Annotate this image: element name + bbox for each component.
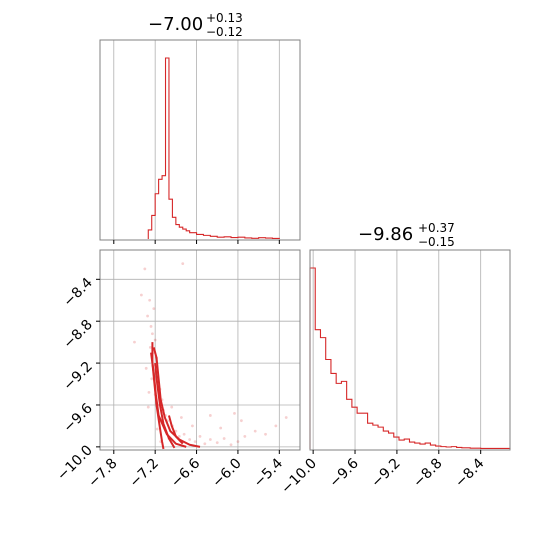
joint-point [133,340,136,344]
joint-point [150,377,154,381]
joint-point [139,293,143,297]
joint-point [179,416,183,419]
joint-point [148,345,152,349]
joint-point [146,314,149,318]
joint-contour-line [167,415,184,445]
joint-point [188,438,192,441]
joint-point [208,414,212,417]
joint-point [208,438,212,441]
hist-2-title-median: −9.86 [358,224,413,245]
hist-1-x-ticks [113,240,280,244]
joint-point [193,440,197,444]
joint-point [148,298,152,302]
joint-point [152,307,156,311]
joint-contour-line [152,347,201,448]
joint-point [264,432,267,436]
joint-point [177,434,181,438]
joint-point [233,411,236,415]
joint-point [153,338,157,342]
hist-2-step-line [309,267,511,449]
joint-point [229,443,233,447]
joint-point [146,405,150,409]
hist-2-grid [312,250,482,450]
joint-point [284,416,288,419]
joint-point [147,391,151,394]
hist-1-step-line [147,57,280,240]
joint-point [219,426,223,430]
hist-1-title-minus: −0.12 [206,25,243,39]
hist-2-title-plus: +0.37 [418,221,455,235]
joint-point [203,442,207,446]
hist-1-title-plus: +0.13 [206,11,243,25]
joint-point [144,366,148,370]
joint-contours [150,342,201,450]
joint-point [174,429,178,433]
joint-point [143,267,147,271]
hist-1-frame [99,39,301,241]
hist-panel-param-1: −7.00 +0.13 −0.12 [99,11,301,244]
joint-point [215,441,219,445]
joint-point [149,325,153,328]
joint-point [239,419,243,423]
joint-contour-line [154,362,176,449]
joint-point [170,405,174,409]
joint-point [253,429,257,433]
joint-point [191,424,194,428]
hist-2-frame [309,249,511,451]
joint-point [222,437,226,440]
joint-point [151,332,154,336]
joint-contour-line [150,352,187,448]
joint-point [198,434,202,438]
joint-point [274,424,278,428]
joint-point [155,427,159,431]
joint-point [181,262,185,266]
joint-point [243,434,247,438]
hist-2-title-minus: −0.15 [418,235,455,249]
joint-point [182,432,186,436]
joint-grid [100,250,300,450]
hist-1-title-median: −7.00 [148,14,203,35]
joint-point [236,440,240,444]
joint-frame [99,249,301,451]
